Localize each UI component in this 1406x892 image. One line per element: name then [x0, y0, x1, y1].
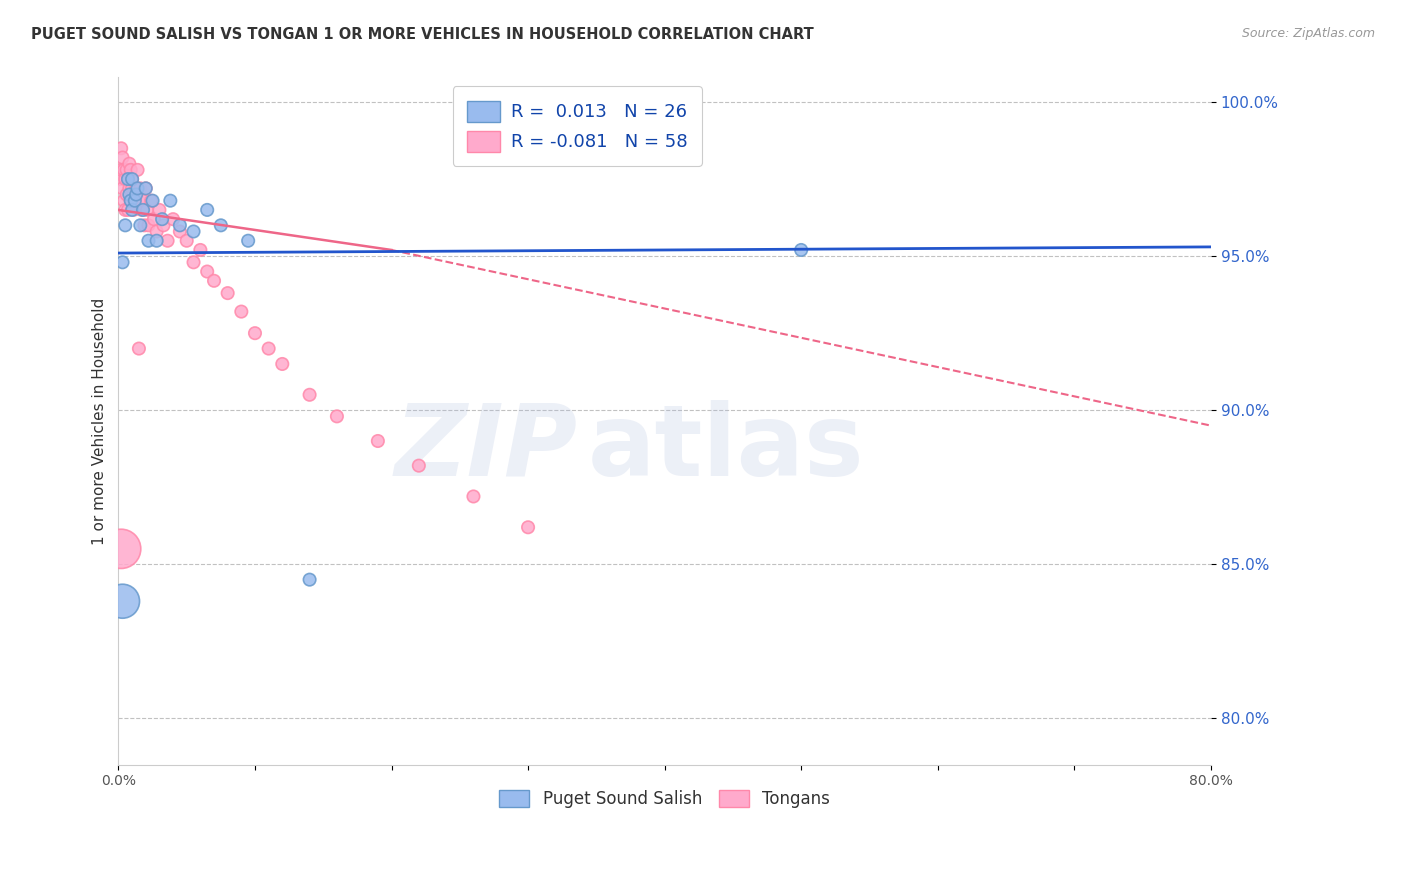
Text: Source: ZipAtlas.com: Source: ZipAtlas.com [1241, 27, 1375, 40]
Point [162, 212, 184, 227]
Point [136, 202, 159, 217]
Point [135, 181, 157, 195]
Point [148, 202, 170, 217]
Point [118, 157, 141, 171]
Point [115, 162, 138, 177]
Text: PUGET SOUND SALISH VS TONGAN 1 OR MORE VEHICLES IN HOUSEHOLD CORRELATION CHART: PUGET SOUND SALISH VS TONGAN 1 OR MORE V… [31, 27, 814, 42]
Point [120, 194, 142, 208]
Point [131, 202, 153, 217]
Point [231, 304, 253, 318]
Point [195, 202, 218, 217]
Point [135, 181, 157, 195]
Point [132, 202, 155, 217]
Point [120, 194, 142, 208]
Point [145, 225, 167, 239]
Point [128, 342, 150, 356]
Point [125, 187, 148, 202]
Point [790, 243, 813, 257]
Point [138, 219, 160, 233]
Point [115, 187, 138, 202]
Point [110, 162, 132, 177]
Text: atlas: atlas [588, 400, 865, 497]
Point [112, 162, 135, 177]
Point [111, 594, 134, 608]
Point [111, 151, 134, 165]
Text: ZIP: ZIP [394, 400, 578, 497]
Point [326, 409, 349, 424]
Point [159, 194, 181, 208]
Point [367, 434, 389, 448]
Point [117, 172, 139, 186]
Point [117, 172, 139, 186]
Point [243, 326, 266, 341]
Point [463, 490, 485, 504]
Point [125, 181, 148, 195]
Point [120, 162, 142, 177]
Point [517, 520, 540, 534]
Point [152, 219, 174, 233]
Point [110, 541, 132, 556]
Point [142, 212, 165, 227]
Point [298, 388, 321, 402]
Point [169, 225, 191, 239]
Point [138, 234, 160, 248]
Point [298, 573, 321, 587]
Point [408, 458, 430, 473]
Point [118, 187, 141, 202]
Point [121, 202, 143, 217]
Point [114, 202, 136, 217]
Point [129, 219, 152, 233]
Point [124, 194, 146, 208]
Point [128, 194, 150, 208]
Point [124, 194, 146, 208]
Point [156, 234, 179, 248]
Point [118, 181, 141, 195]
Point [217, 286, 239, 301]
Point [176, 234, 198, 248]
Point [127, 162, 149, 177]
Point [209, 219, 232, 233]
Point [257, 342, 280, 356]
Point [114, 219, 136, 233]
Y-axis label: 1 or more Vehicles in Household: 1 or more Vehicles in Household [93, 297, 107, 545]
Point [114, 172, 136, 186]
Point [271, 357, 294, 371]
Point [141, 194, 163, 208]
Point [195, 264, 218, 278]
Point [127, 181, 149, 195]
Point [121, 181, 143, 195]
Legend: Puget Sound Salish, Tongans: Puget Sound Salish, Tongans [492, 783, 837, 814]
Point [121, 172, 143, 186]
Point [150, 212, 173, 227]
Point [117, 202, 139, 217]
Point [169, 219, 191, 233]
Point [121, 172, 143, 186]
Point [108, 172, 131, 186]
Point [142, 194, 165, 208]
Point [183, 255, 205, 269]
Point [122, 202, 145, 217]
Point [183, 225, 205, 239]
Point [111, 255, 134, 269]
Point [122, 187, 145, 202]
Point [132, 194, 155, 208]
Point [111, 181, 134, 195]
Point [202, 274, 225, 288]
Point [190, 243, 212, 257]
Point [129, 181, 152, 195]
Point [236, 234, 259, 248]
Point [134, 219, 156, 233]
Point [145, 234, 167, 248]
Point [110, 141, 132, 155]
Point [112, 194, 135, 208]
